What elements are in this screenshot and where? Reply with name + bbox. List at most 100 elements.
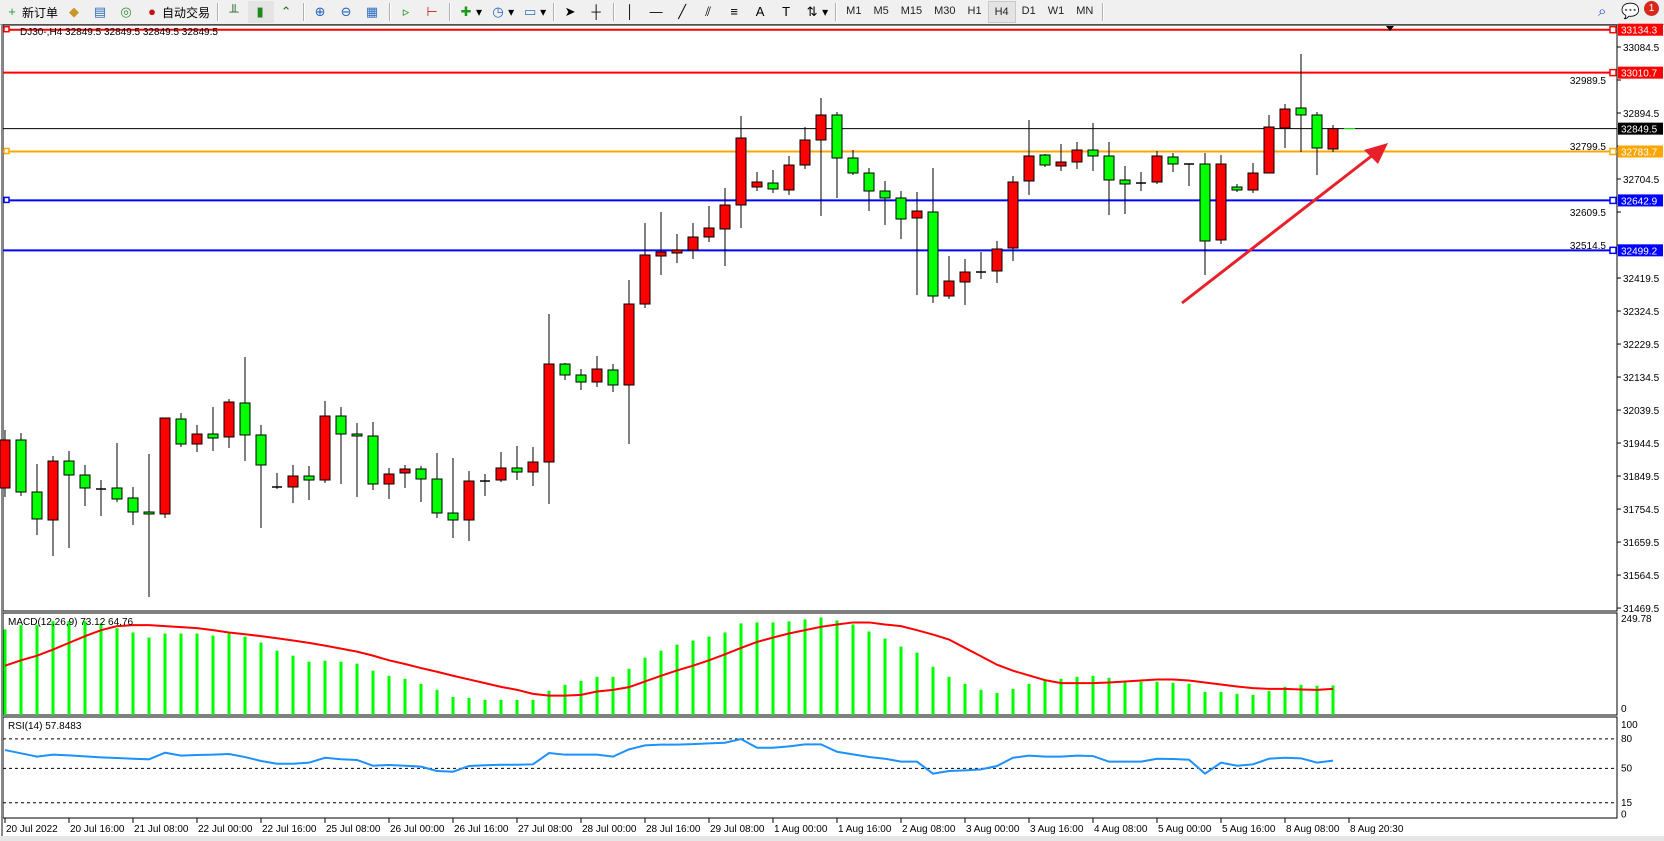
trendline-button[interactable]: ╱ bbox=[670, 1, 696, 23]
candle-bear bbox=[431, 478, 443, 514]
text-icon: A bbox=[755, 4, 765, 19]
candle-bull bbox=[1071, 149, 1083, 163]
candle-bull bbox=[543, 363, 555, 463]
line-anchor-handle bbox=[3, 196, 10, 204]
time-axis-label: 22 Jul 16:00 bbox=[262, 824, 317, 835]
line-anchor-handle bbox=[3, 25, 10, 33]
arrows-button[interactable]: ⇅ ▾ bbox=[800, 1, 832, 23]
zoom-out-button[interactable]: ⊖ bbox=[334, 1, 360, 23]
indicators-button[interactable]: ✚ ▾ bbox=[454, 1, 486, 23]
macd-histogram-bar bbox=[355, 663, 359, 715]
macd-histogram-bar bbox=[3, 629, 7, 715]
timeframe-m1[interactable]: M1 bbox=[846, 5, 862, 17]
time-axis-label: 3 Aug 00:00 bbox=[966, 824, 1020, 835]
macd-histogram-bar bbox=[1283, 686, 1287, 715]
signals-icon: ◎ bbox=[120, 4, 132, 19]
candle-bull bbox=[959, 271, 971, 283]
candle-bull bbox=[47, 460, 59, 521]
zoom-in-button[interactable]: ⊕ bbox=[308, 1, 334, 23]
bar-chart-button[interactable]: ╨ bbox=[222, 1, 248, 23]
global-variables-button[interactable]: ▤ bbox=[88, 1, 114, 23]
auto-scroll-button[interactable]: ▹ bbox=[394, 1, 420, 23]
macd-histogram-bar bbox=[947, 676, 951, 715]
timeframe-bar: M1 M5 M15 M30 H1 H4 D1 W1 MN bbox=[840, 1, 1099, 23]
trend-arrow-line bbox=[1181, 149, 1379, 305]
line-chart-icon: ⌃ bbox=[280, 4, 292, 19]
time-axis-label: 1 Aug 16:00 bbox=[838, 824, 892, 835]
price-tag-label: 32783.7 bbox=[1621, 148, 1658, 159]
signals-button[interactable]: ◎ bbox=[114, 1, 140, 23]
text-label-button[interactable]: T bbox=[774, 1, 800, 23]
candle-bear bbox=[1119, 179, 1131, 185]
toolbar: + 新订单 ◆ ▤ ◎ ● 自动交易 ╨ ▮ ⌃ ⊕ ⊖ ▦ ▹ ⊢ ✚ ▾ ◷ ▾ ▭… bbox=[0, 0, 1664, 25]
crosshair-button[interactable]: ┼ bbox=[584, 1, 610, 23]
timeframe-h4[interactable]: H4 bbox=[987, 1, 1016, 23]
macd-histogram-bar bbox=[771, 622, 775, 715]
rsi-label: RSI(14) 57.8483 bbox=[8, 721, 82, 732]
templates-button[interactable]: ▭ ▾ bbox=[523, 4, 547, 19]
new-order-icon: + bbox=[8, 4, 16, 19]
horizontal-line-icon: — bbox=[649, 4, 663, 19]
cursor-button[interactable]: ➤ bbox=[558, 1, 584, 23]
bar-chart-icon: ╨ bbox=[229, 4, 239, 19]
candle-bull bbox=[735, 137, 747, 206]
horizontal-line-button[interactable]: — bbox=[644, 1, 670, 23]
notifications-icon[interactable]: 💬 bbox=[1621, 3, 1640, 20]
timeframe-d1[interactable]: D1 bbox=[1021, 5, 1036, 17]
candle-bull bbox=[1247, 172, 1259, 191]
vertical-line-button[interactable]: │ bbox=[618, 1, 644, 23]
macd-histogram-bar bbox=[67, 621, 71, 715]
macd-histogram-bar bbox=[131, 632, 135, 715]
macd-histogram-bar bbox=[403, 678, 407, 715]
candle-bear bbox=[239, 402, 251, 436]
timeframe-w1[interactable]: W1 bbox=[1047, 5, 1065, 17]
new-order-button[interactable]: + 新订单 bbox=[0, 1, 62, 23]
search-icon[interactable]: ⌕ bbox=[1598, 3, 1607, 20]
auto-trading-label: 自动交易 bbox=[162, 5, 211, 20]
timeframe-m5[interactable]: M5 bbox=[873, 5, 889, 17]
rsi-axis-label: 50 bbox=[1621, 763, 1633, 774]
fibonacci-button[interactable]: ≡ bbox=[722, 1, 748, 23]
chart-shift-button[interactable]: ⊢ bbox=[420, 1, 446, 23]
candle-bear bbox=[927, 211, 939, 297]
rsi-axis-label: 100 bbox=[1621, 720, 1638, 731]
tile-windows-button[interactable]: ▦ bbox=[360, 1, 386, 23]
history-center-button[interactable]: ◆ bbox=[62, 1, 88, 23]
equidistant-channel-button[interactable]: ⫽ bbox=[696, 1, 722, 23]
macd-histogram-bar bbox=[435, 689, 439, 715]
macd-histogram-bar bbox=[1107, 677, 1111, 715]
toolbar-separator bbox=[1102, 3, 1105, 21]
macd-histogram-bar bbox=[1123, 681, 1127, 715]
candle-bear bbox=[367, 435, 379, 485]
chart-title: DJ30-,H4 32849.5 32849.5 32849.5 32849.5 bbox=[20, 27, 218, 38]
price-axis-label: 32134.5 bbox=[1623, 373, 1660, 384]
candle-bull bbox=[639, 254, 651, 305]
line-anchor-handle bbox=[1609, 25, 1617, 34]
line-chart-button[interactable]: ⌃ bbox=[274, 1, 300, 23]
price-tag bbox=[1618, 66, 1663, 79]
macd-axis-zero: 0 bbox=[1621, 704, 1627, 715]
candle-bull bbox=[1279, 108, 1291, 129]
time-axis-label: 26 Jul 00:00 bbox=[390, 824, 445, 835]
arrows-icon: ⇅ bbox=[806, 4, 818, 19]
macd-histogram-bar bbox=[195, 633, 199, 715]
macd-histogram-bar bbox=[291, 655, 295, 715]
time-axis-label: 5 Aug 16:00 bbox=[1222, 824, 1276, 835]
macd-histogram-bar bbox=[675, 644, 679, 715]
timeframe-mn[interactable]: MN bbox=[1076, 5, 1094, 17]
time-axis-label: 27 Jul 08:00 bbox=[518, 824, 573, 835]
auto-trading-button[interactable]: ● 自动交易 bbox=[140, 1, 214, 23]
timeframe-m15[interactable]: M15 bbox=[900, 5, 923, 17]
timeframe-h1[interactable]: H1 bbox=[967, 5, 982, 17]
macd-histogram-bar bbox=[787, 621, 791, 715]
macd-histogram-bar bbox=[275, 650, 279, 715]
price-axis-label: 32514.5 bbox=[1570, 241, 1607, 252]
timeframe-m30[interactable]: M30 bbox=[934, 5, 956, 17]
price-axis-label: 33084.5 bbox=[1623, 43, 1660, 54]
text-button[interactable]: A bbox=[748, 1, 774, 23]
periods-button[interactable]: ◷ ▾ bbox=[486, 1, 518, 23]
candle-bear bbox=[1087, 149, 1099, 157]
price-axis-label: 32894.5 bbox=[1623, 109, 1660, 120]
candlestick-button[interactable]: ▮ bbox=[248, 1, 275, 23]
